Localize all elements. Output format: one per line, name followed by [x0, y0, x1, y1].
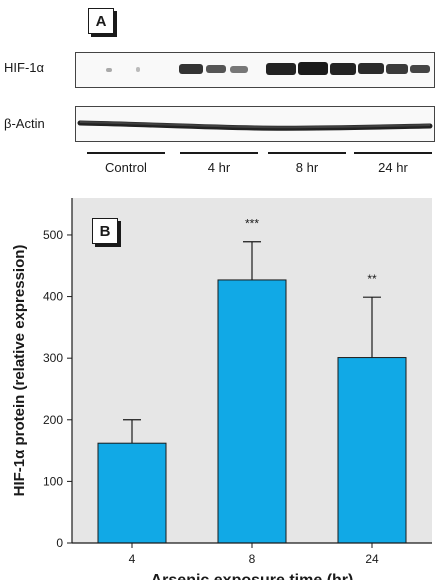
x-axis-label: Arsenic exposure time (hr)	[151, 572, 354, 580]
bar-24	[337, 357, 407, 544]
significance-label: **	[367, 272, 377, 286]
bar-8	[217, 279, 287, 544]
blot-band	[298, 62, 328, 75]
blot-strip-actin	[75, 106, 435, 142]
blot-strip-hif	[75, 52, 435, 88]
y-tick-label: 0	[56, 536, 63, 550]
blot-band	[179, 64, 203, 74]
blot-label-hif: HIF-1α	[4, 60, 45, 75]
group-label-24hr: 24 hr	[378, 160, 408, 175]
group-line-control	[87, 152, 165, 154]
bar-4	[97, 442, 167, 544]
group-line-4hr	[180, 152, 258, 154]
blot-label-actin: β-Actin	[4, 116, 45, 131]
actin-band	[77, 120, 433, 131]
blot-band	[410, 65, 430, 73]
group-line-24hr	[354, 152, 432, 154]
panel-a-letter: A	[95, 12, 107, 30]
blot-band	[358, 63, 384, 74]
blot-band	[106, 68, 112, 72]
panel-b-label: B	[92, 218, 118, 244]
x-tick-label: 8	[249, 552, 256, 566]
x-tick-label: 24	[365, 552, 379, 566]
x-tick-label: 4	[129, 552, 136, 566]
blot-band	[136, 67, 140, 72]
group-label-control: Control	[105, 160, 147, 175]
panel-b-letter: B	[99, 222, 111, 240]
group-label-4hr: 4 hr	[207, 160, 231, 175]
y-tick-label: 100	[43, 474, 63, 488]
panel-a-label: A	[88, 8, 114, 34]
significance-label: ***	[245, 217, 259, 231]
y-axis-label: HIF-1α protein (relative expression)	[11, 245, 28, 497]
y-tick-label: 300	[43, 351, 63, 365]
bars-layer: *****	[97, 217, 407, 544]
y-tick-label: 400	[43, 290, 63, 304]
blot-band	[266, 63, 296, 75]
blot-band	[330, 63, 356, 75]
blot-band	[230, 66, 248, 73]
group-label-8hr: 8 hr	[295, 160, 319, 175]
y-tick-label: 500	[43, 228, 63, 242]
blot-band	[206, 65, 226, 73]
y-tick-label: 200	[43, 413, 63, 427]
group-line-8hr	[268, 152, 346, 154]
blot-band	[386, 64, 408, 74]
